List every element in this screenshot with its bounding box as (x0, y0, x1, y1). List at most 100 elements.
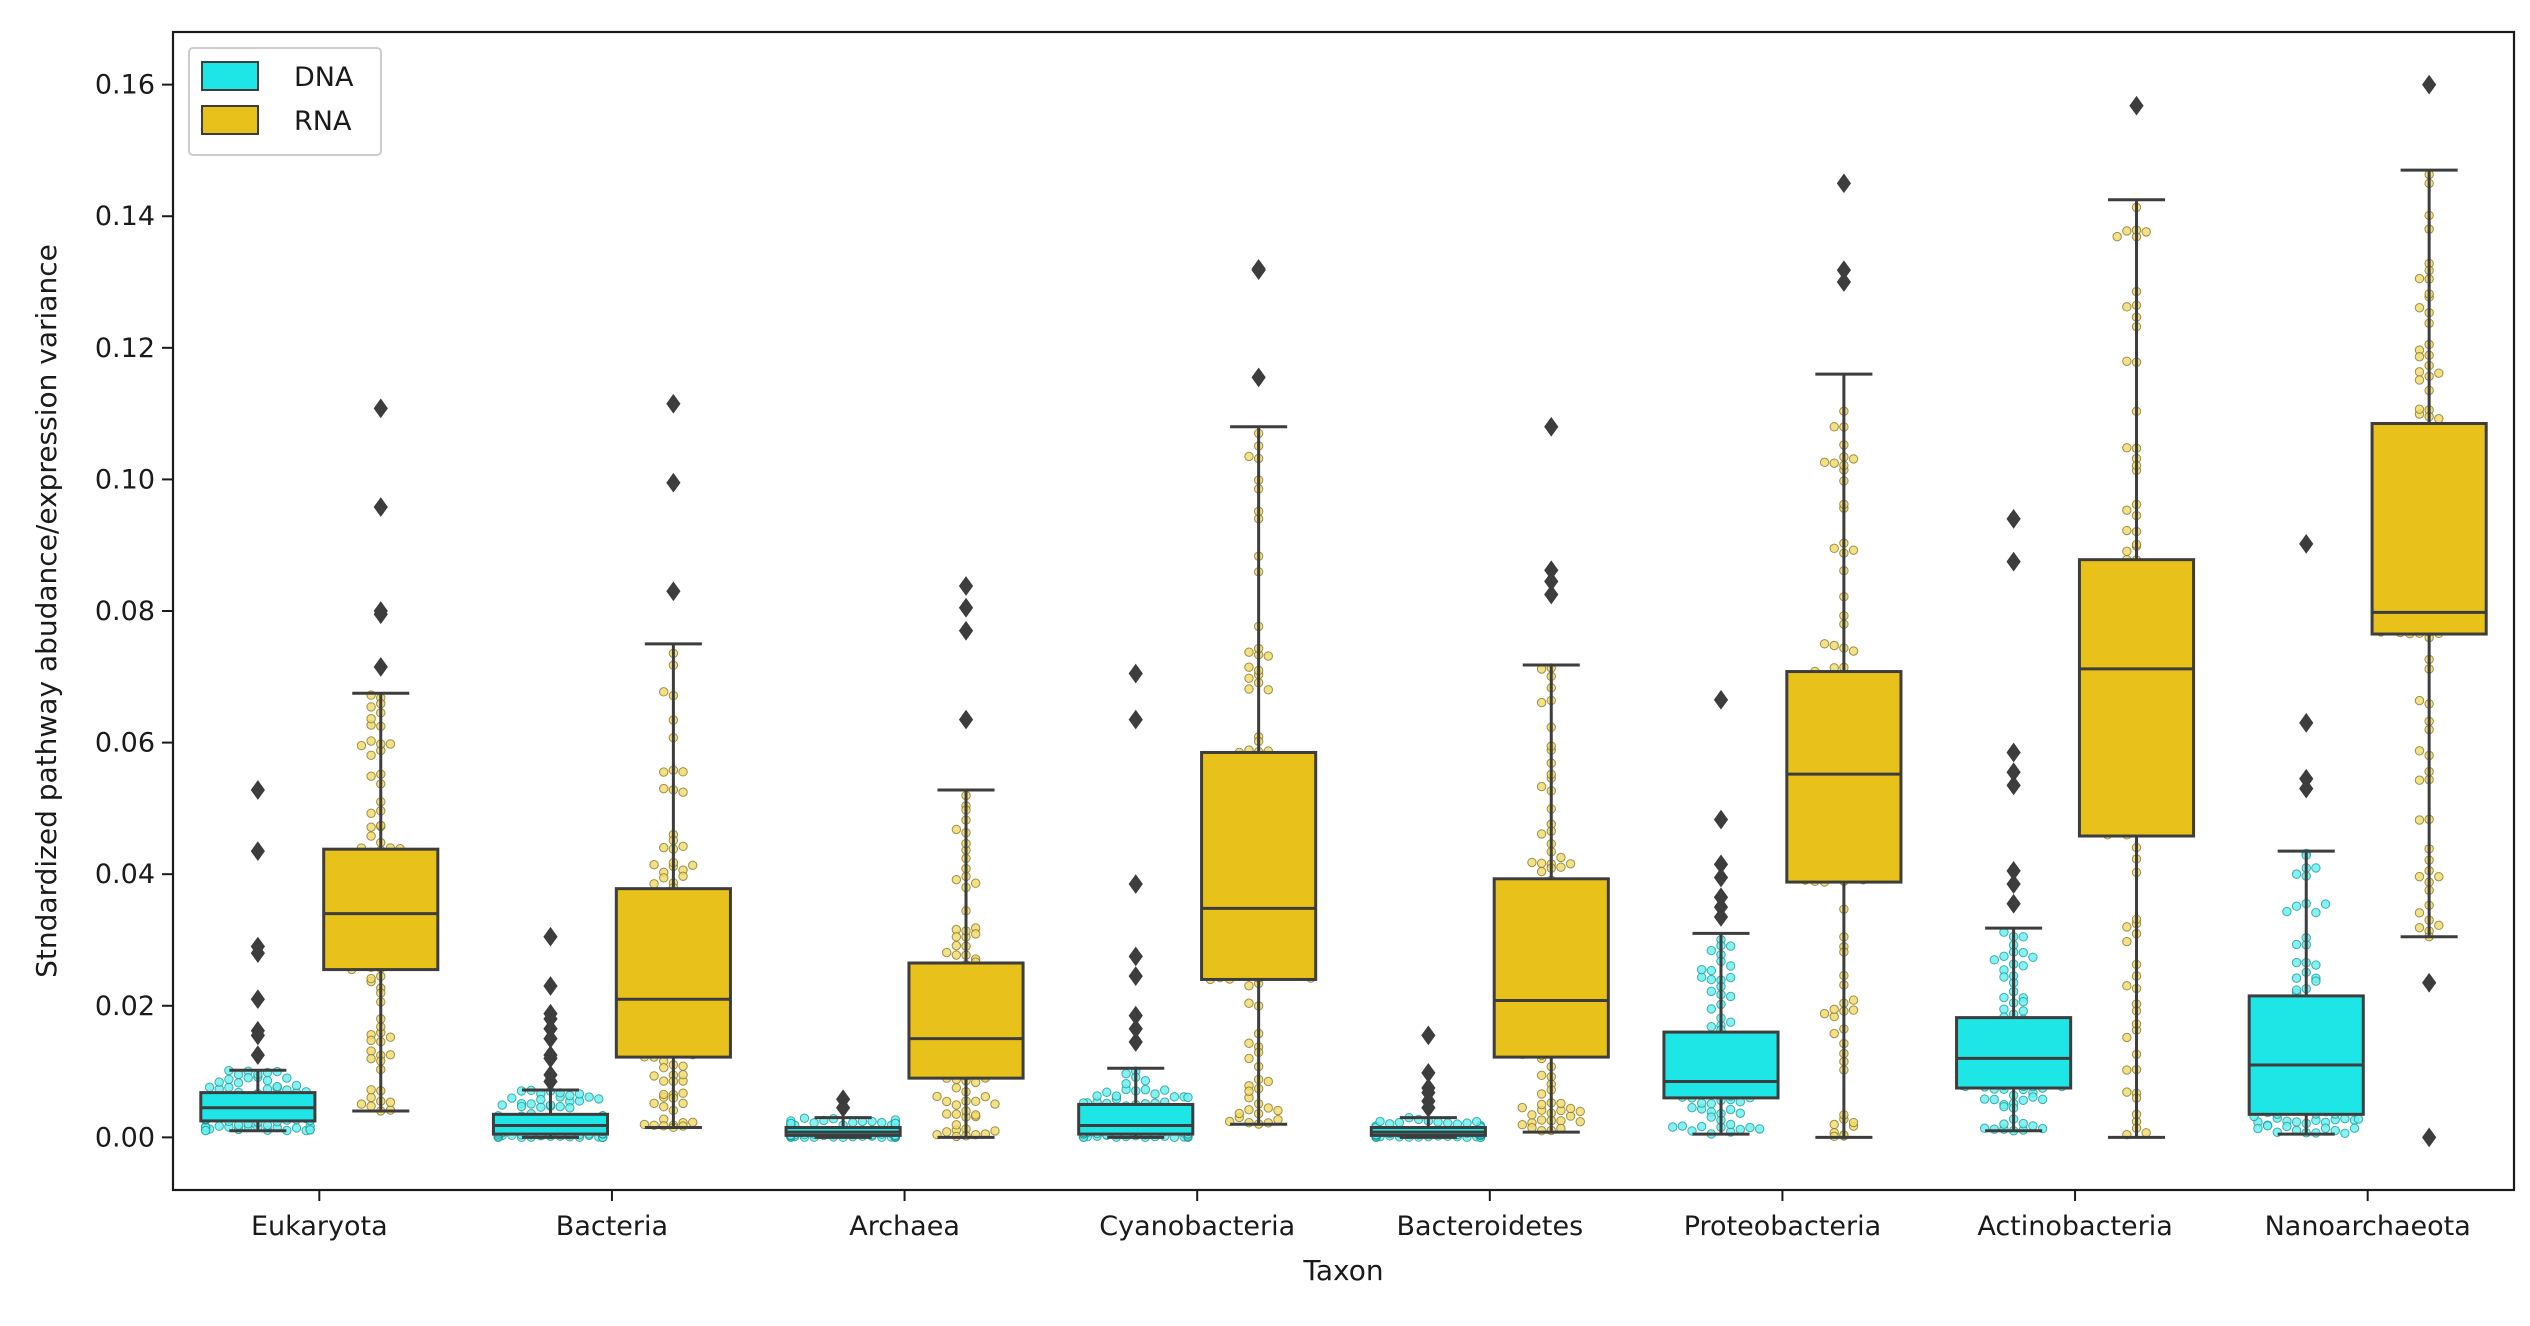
legend-label-dna: DNA (294, 62, 354, 93)
swarm-point (678, 871, 688, 881)
swarm-point (1979, 1094, 1990, 1104)
swarm-point (1536, 1115, 1547, 1125)
swarm-point (2122, 226, 2132, 236)
swarm-point (2414, 775, 2425, 785)
swarm-point (526, 1099, 536, 1109)
swarm-point (1160, 1085, 1170, 1095)
swarm-point (2282, 1121, 2292, 1132)
swarm-point (980, 1091, 991, 1102)
swarm-point (516, 1101, 527, 1112)
swarm-point (2018, 947, 2028, 958)
y-tick-label: 0.10 (95, 464, 155, 495)
swarm-point (2311, 907, 2321, 918)
legend-label-rna: RNA (294, 106, 352, 137)
swarm-point (2311, 863, 2321, 873)
box-dna (1955, 1016, 2073, 1090)
swarm-point (877, 1117, 887, 1128)
swarm-point (1999, 972, 2009, 982)
swarm-point (1696, 1098, 1707, 1108)
outlier-point (1713, 854, 1729, 875)
swarm-point (2282, 906, 2292, 917)
swarm-point (941, 1127, 952, 1137)
swarm-point (1121, 1068, 1131, 1079)
swarm-point (1244, 1086, 1254, 1096)
swarm-point (2141, 1128, 2151, 1138)
swarm-point (1725, 1119, 1736, 1130)
swarm-point (536, 1094, 546, 1105)
box-rna (322, 847, 440, 972)
swarm-point (1848, 1117, 1859, 1128)
swarm-point (1999, 951, 2009, 961)
swarm-point (1092, 1091, 1102, 1101)
swarm-point (941, 1096, 952, 1107)
outlier-point (1128, 1032, 1143, 1052)
outlier-point (2006, 509, 2021, 529)
outlier-point (2299, 712, 2314, 733)
swarm-point (2028, 1121, 2038, 1131)
swarm-point (2414, 871, 2425, 882)
swarm-point (385, 1050, 396, 1060)
swarm-point (2122, 443, 2132, 453)
y-tick-label: 0.14 (95, 201, 155, 232)
swarm-point (951, 874, 962, 885)
legend-swatch-rna (201, 105, 259, 135)
outlier-point (666, 393, 681, 414)
swarm-point (366, 1085, 376, 1095)
outlier-point (543, 1003, 558, 1024)
outlier-point (1128, 946, 1143, 967)
outlier-point (543, 1018, 558, 1039)
swarm-point (1667, 1122, 1678, 1132)
swarm-point (1527, 857, 1537, 868)
swarm-point (1565, 1103, 1576, 1114)
swarm-point (951, 1109, 962, 1119)
swarm-point (1696, 964, 1707, 975)
swarm-point (1819, 457, 1830, 468)
outlier-point (1128, 1005, 1143, 1026)
swarm-point (1536, 1070, 1547, 1081)
outlier-point (1544, 571, 1559, 592)
outlier-point (543, 1045, 558, 1065)
outlier-point (543, 1065, 558, 1085)
outlier-point (250, 1020, 265, 1041)
swarm-point (1725, 961, 1736, 971)
swarm-point (2122, 525, 2132, 536)
swarm-point (678, 767, 688, 777)
swarm-point (1989, 1094, 1999, 1105)
box-rna (2077, 558, 2196, 838)
swarm-point (2141, 227, 2151, 237)
swarm-point (1517, 1119, 1527, 1130)
box-dna (1662, 1030, 1780, 1100)
swarm-point (649, 879, 659, 889)
swarm-point (200, 1125, 211, 1136)
outlier-point (835, 1089, 851, 1110)
outlier-point (2006, 775, 2021, 796)
swarm-point (2434, 368, 2444, 378)
swarm-point (1848, 995, 1859, 1005)
swarm-point (2122, 1087, 2132, 1097)
outlier-point (1128, 709, 1143, 730)
swarm-point (2122, 936, 2132, 947)
swarm-point (951, 1083, 962, 1093)
swarm-point (1745, 1122, 1755, 1133)
swarm-point (1517, 1102, 1527, 1113)
outlier-point (2006, 551, 2021, 572)
swarm-point (2414, 922, 2425, 933)
swarm-point (366, 1092, 376, 1103)
outlier-point (1421, 1025, 1436, 1046)
swarm-point (2122, 546, 2132, 557)
swarm-point (1735, 1108, 1746, 1118)
legend-swatch-dna (201, 61, 259, 91)
swarm-point (1565, 859, 1576, 869)
swarm-point (356, 1099, 367, 1109)
swarm-point (1754, 1124, 1765, 1134)
swarm-point (366, 973, 376, 984)
swarm-point (1244, 647, 1254, 657)
swarm-point (1234, 1108, 1245, 1119)
swarm-point (1394, 1117, 1405, 1128)
swarm-point (990, 1126, 1000, 1136)
outlier-point (373, 601, 388, 621)
outlier-point (2422, 1127, 2437, 1148)
swarm-point (224, 1082, 234, 1093)
swarm-point (1140, 1084, 1151, 1095)
